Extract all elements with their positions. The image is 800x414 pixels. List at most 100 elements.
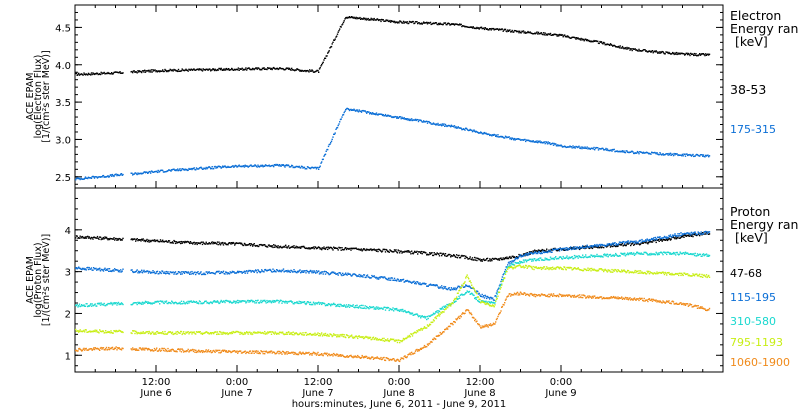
data-point	[674, 153, 675, 154]
data-point	[270, 331, 271, 332]
data-point	[321, 161, 322, 162]
data-point	[304, 167, 305, 168]
data-point	[504, 277, 505, 278]
data-point	[602, 43, 603, 44]
data-point	[548, 141, 549, 142]
data-point	[615, 253, 616, 254]
data-point	[393, 339, 394, 340]
data-point	[593, 147, 594, 148]
data-point	[476, 260, 477, 261]
data-point	[122, 304, 123, 305]
data-point	[596, 256, 597, 257]
data-point	[201, 167, 202, 168]
data-point	[521, 32, 522, 33]
data-point	[272, 245, 273, 246]
data-point	[675, 53, 676, 54]
data-point	[510, 137, 511, 138]
data-point	[367, 274, 368, 275]
data-point	[581, 146, 582, 147]
data-point	[323, 333, 324, 334]
data-point	[83, 74, 84, 75]
data-point	[179, 302, 180, 303]
data-point	[234, 301, 235, 302]
data-point	[209, 167, 210, 168]
data-point	[172, 241, 173, 242]
data-point	[701, 256, 702, 257]
data-point	[335, 129, 336, 130]
data-point	[542, 34, 543, 35]
data-point	[300, 248, 301, 249]
data-point	[79, 238, 80, 239]
data-point	[505, 269, 506, 270]
data-point	[461, 24, 462, 25]
data-point	[441, 312, 442, 313]
data-point	[320, 334, 321, 335]
data-point	[296, 272, 297, 273]
data-point	[398, 250, 399, 251]
data-point	[547, 143, 548, 144]
data-point	[681, 235, 682, 236]
data-point	[662, 241, 663, 242]
data-point	[659, 254, 660, 255]
data-point	[563, 36, 564, 37]
data-point	[420, 317, 421, 318]
data-point	[599, 244, 600, 245]
data-point	[281, 165, 282, 166]
data-point	[99, 268, 100, 269]
data-point	[472, 27, 473, 28]
data-point	[476, 299, 477, 300]
data-point	[218, 242, 219, 243]
data-point	[207, 273, 208, 274]
data-point	[98, 332, 99, 333]
data-point	[566, 249, 567, 250]
data-point	[143, 238, 144, 239]
data-point	[337, 304, 338, 305]
data-point	[286, 301, 287, 302]
data-point	[552, 267, 553, 268]
data-point	[382, 250, 383, 251]
data-point	[311, 272, 312, 273]
data-point	[97, 236, 98, 237]
data-point	[511, 257, 512, 258]
data-point	[167, 241, 168, 242]
data-point	[323, 248, 324, 249]
data-point	[122, 269, 123, 270]
data-point	[395, 249, 396, 250]
data-point	[107, 304, 108, 305]
data-point	[591, 255, 592, 256]
data-point	[293, 332, 294, 333]
data-point	[327, 334, 328, 335]
data-point	[137, 174, 138, 175]
data-point	[590, 268, 591, 269]
data-point	[272, 300, 273, 301]
data-point	[362, 19, 363, 20]
data-point	[245, 67, 246, 68]
data-point	[694, 53, 695, 54]
data-point	[518, 31, 519, 32]
data-point	[296, 246, 297, 247]
data-point	[284, 165, 285, 166]
data-point	[624, 253, 625, 254]
data-point	[544, 34, 545, 35]
data-point	[574, 248, 575, 249]
data-point	[79, 304, 80, 305]
y-tick-label: 2	[65, 309, 71, 320]
data-point	[154, 239, 155, 240]
data-point	[510, 261, 511, 262]
data-point	[243, 334, 244, 335]
data-point	[638, 242, 639, 243]
data-point	[578, 248, 579, 249]
data-point	[474, 290, 475, 291]
data-point	[441, 255, 442, 256]
data-point	[179, 333, 180, 334]
data-point	[445, 286, 446, 287]
data-point	[475, 291, 476, 292]
y-tick-label: 3.0	[55, 135, 71, 146]
data-point	[314, 334, 315, 335]
y-tick-label: 4.5	[55, 23, 71, 34]
data-point	[221, 333, 222, 334]
data-point	[704, 55, 705, 56]
data-point	[555, 256, 556, 257]
data-point	[254, 272, 255, 273]
data-point	[540, 257, 541, 258]
